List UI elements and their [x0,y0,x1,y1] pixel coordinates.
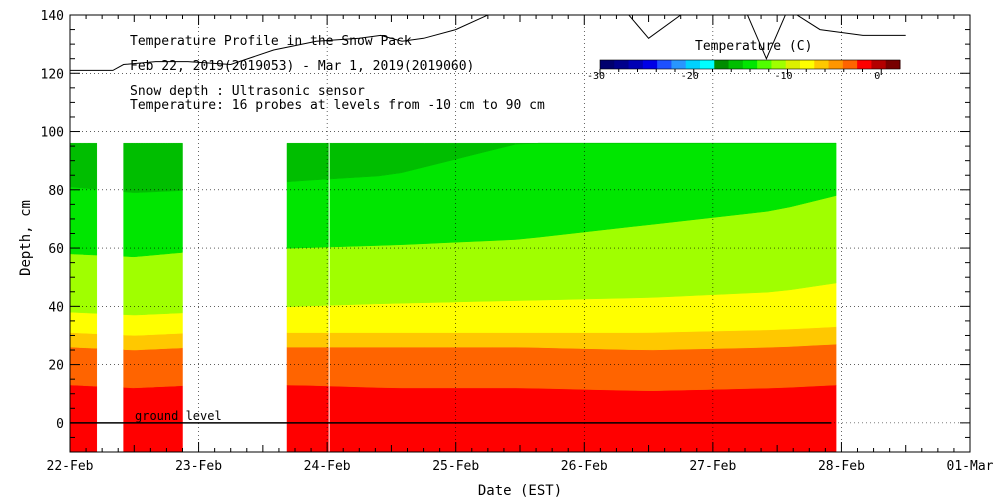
colorbar-swatch [871,60,887,69]
chart-title: Temperature Profile in the Snow Pack [130,34,412,49]
colorbar-swatch [842,60,858,69]
axis-ticks [69,14,971,453]
temp-band-7-period-3 [286,142,837,183]
y-tick-label: 20 [48,359,64,374]
x-tick-label: 25-Feb [432,459,479,474]
colorbar-swatch [600,60,615,69]
x-tick-label: 23-Feb [175,459,222,474]
colorbar-label: Temperature (C) [695,39,812,54]
chart-subtitle: Feb 22, 2019(2019053) - Mar 1, 2019(2019… [130,59,474,74]
colorbar-ticks: -30 -20 -10 0 [587,69,882,82]
x-tick-labels: 22-Feb 23-Feb 24-Feb 25-Feb 26-Feb 27-Feb 28-F… [47,459,994,474]
colorbar-swatch [771,60,787,69]
colorbar-swatch [671,60,687,69]
colorbar-swatch [628,60,644,69]
snow-depth-line [70,15,906,71]
x-tick-label: 24-Feb [304,459,351,474]
y-tick-label: 140 [41,9,64,24]
y-tick-label: 40 [48,300,64,315]
temp-band-2-period-2 [123,347,183,389]
colorbar-tick-label: 0 [874,71,880,82]
temp-band-5-period-2 [123,252,183,316]
temp-band-6-period-1 [70,186,98,256]
temp-band-4-period-2 [123,312,183,336]
temperature-bands [70,142,837,452]
note-probes: Temperature: 16 probes at levels from -1… [130,98,545,113]
colorbar-swatch [642,60,658,69]
snow-depth-line-group [70,15,906,71]
colorbar-tick-label: -30 [587,71,605,82]
x-tick-label: 01-Mar [947,459,994,474]
temperature-colorbar [599,59,901,70]
x-axis-label: Date (EST) [478,483,562,499]
colorbar-tick-label: -10 [774,71,792,82]
y-tick-label: 100 [41,126,64,141]
colorbar-swatch [828,60,844,69]
colorbar-swatch [814,60,830,69]
temp-band-4-period-1 [70,311,98,335]
temp-band-6-period-2 [123,190,183,258]
colorbar-swatch [785,60,801,69]
x-tick-label: 28-Feb [818,459,865,474]
colorbar-swatch [714,60,730,69]
colorbar-swatch [614,60,630,69]
temp-band-1-period-3 [286,384,837,452]
colorbar-swatch [700,60,715,69]
y-tick-label: 80 [48,184,64,199]
temp-band-3-period-2 [123,333,183,351]
x-tick-label: 22-Feb [47,459,94,474]
grid-lines [70,15,970,452]
colorbar-swatch [800,60,815,69]
temp-band-1-period-1 [70,384,98,452]
temp-band-7-period-2 [123,142,183,193]
temp-band-3-period-1 [70,332,98,349]
colorbar-swatch [857,60,872,69]
y-tick-label: 120 [41,67,64,82]
colorbar-tick-label: -20 [681,71,699,82]
y-tick-label: 0 [56,417,64,432]
y-axis-label: Depth, cm [18,200,34,276]
colorbar-swatch [757,60,772,69]
temp-band-2-period-1 [70,346,98,387]
y-tick-labels: 0 20 40 60 80 100 120 140 [41,9,64,432]
x-tick-label: 27-Feb [689,459,736,474]
colorbar-swatch [742,60,758,69]
ground-level-annotation: ground level [135,409,222,423]
x-tick-label: 26-Feb [561,459,608,474]
colorbar-swatch [685,60,701,69]
colorbar-swatch [728,60,744,69]
temp-band-7-period-1 [70,142,98,190]
note-snow-depth: Snow depth : Ultrasonic sensor [130,84,365,99]
colorbar-swatch [657,60,672,69]
y-tick-label: 60 [48,242,64,257]
colorbar-swatch [885,60,901,69]
temp-band-2-period-3 [286,343,837,391]
